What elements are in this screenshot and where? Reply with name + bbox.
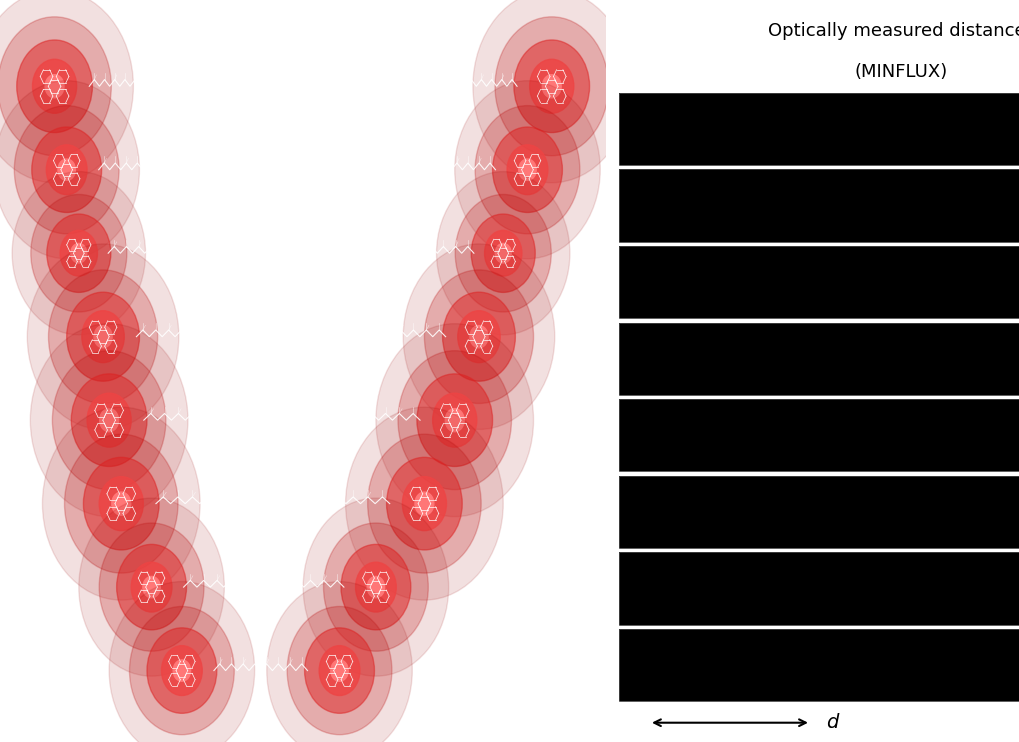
Circle shape <box>84 457 159 550</box>
Circle shape <box>16 40 93 133</box>
Circle shape <box>173 660 191 681</box>
Circle shape <box>485 230 522 276</box>
Circle shape <box>267 582 413 742</box>
Circle shape <box>43 407 200 600</box>
Circle shape <box>49 270 158 404</box>
Circle shape <box>31 324 187 516</box>
Circle shape <box>0 0 133 183</box>
Circle shape <box>475 105 580 234</box>
Circle shape <box>436 171 570 335</box>
Circle shape <box>46 145 87 194</box>
Circle shape <box>131 562 172 612</box>
Circle shape <box>64 434 178 573</box>
Circle shape <box>32 127 102 212</box>
Circle shape <box>305 628 374 713</box>
Circle shape <box>386 457 463 550</box>
Circle shape <box>368 434 481 573</box>
Circle shape <box>52 351 166 490</box>
Circle shape <box>455 194 551 312</box>
Circle shape <box>303 498 448 676</box>
Circle shape <box>66 292 140 381</box>
Circle shape <box>162 646 202 695</box>
Circle shape <box>78 498 224 676</box>
Circle shape <box>319 646 360 695</box>
Circle shape <box>287 606 392 735</box>
Circle shape <box>530 59 574 114</box>
Circle shape <box>33 59 76 114</box>
Text: (MINFLUX): (MINFLUX) <box>855 63 948 81</box>
Circle shape <box>129 606 234 735</box>
Circle shape <box>376 324 534 516</box>
Circle shape <box>45 75 64 98</box>
Circle shape <box>0 17 111 156</box>
Circle shape <box>147 628 217 713</box>
Circle shape <box>514 40 590 133</box>
Circle shape <box>495 243 512 263</box>
Circle shape <box>12 171 146 335</box>
Circle shape <box>341 545 411 630</box>
Circle shape <box>473 0 631 183</box>
Circle shape <box>356 562 396 612</box>
Circle shape <box>519 159 536 180</box>
Circle shape <box>442 292 516 381</box>
Circle shape <box>424 270 534 404</box>
Circle shape <box>398 351 512 490</box>
Circle shape <box>507 145 548 194</box>
Circle shape <box>0 81 140 259</box>
Circle shape <box>542 75 561 98</box>
Circle shape <box>99 523 204 651</box>
Circle shape <box>367 577 384 598</box>
Circle shape <box>471 214 535 292</box>
Circle shape <box>71 374 147 467</box>
Circle shape <box>58 159 75 180</box>
Circle shape <box>470 326 488 348</box>
Circle shape <box>417 374 492 467</box>
Circle shape <box>331 660 348 681</box>
Circle shape <box>454 81 600 259</box>
Circle shape <box>109 582 255 742</box>
Circle shape <box>323 523 428 651</box>
Circle shape <box>495 17 608 156</box>
Circle shape <box>458 311 500 363</box>
Circle shape <box>70 243 87 263</box>
Circle shape <box>100 409 118 432</box>
Circle shape <box>403 476 446 531</box>
Circle shape <box>47 214 111 292</box>
Circle shape <box>415 492 434 515</box>
Circle shape <box>345 407 503 600</box>
Text: $d$: $d$ <box>825 713 840 732</box>
Circle shape <box>94 326 112 348</box>
Circle shape <box>99 476 144 531</box>
Circle shape <box>87 393 131 447</box>
Circle shape <box>492 127 562 212</box>
Circle shape <box>60 230 98 276</box>
Circle shape <box>116 545 186 630</box>
Circle shape <box>28 244 179 430</box>
Circle shape <box>31 194 126 312</box>
Circle shape <box>433 393 477 447</box>
Circle shape <box>82 311 124 363</box>
Circle shape <box>14 105 119 234</box>
Circle shape <box>143 577 160 598</box>
Text: Optically measured distances: Optically measured distances <box>767 22 1019 40</box>
Circle shape <box>404 244 554 430</box>
Circle shape <box>445 409 465 432</box>
Circle shape <box>112 492 130 515</box>
